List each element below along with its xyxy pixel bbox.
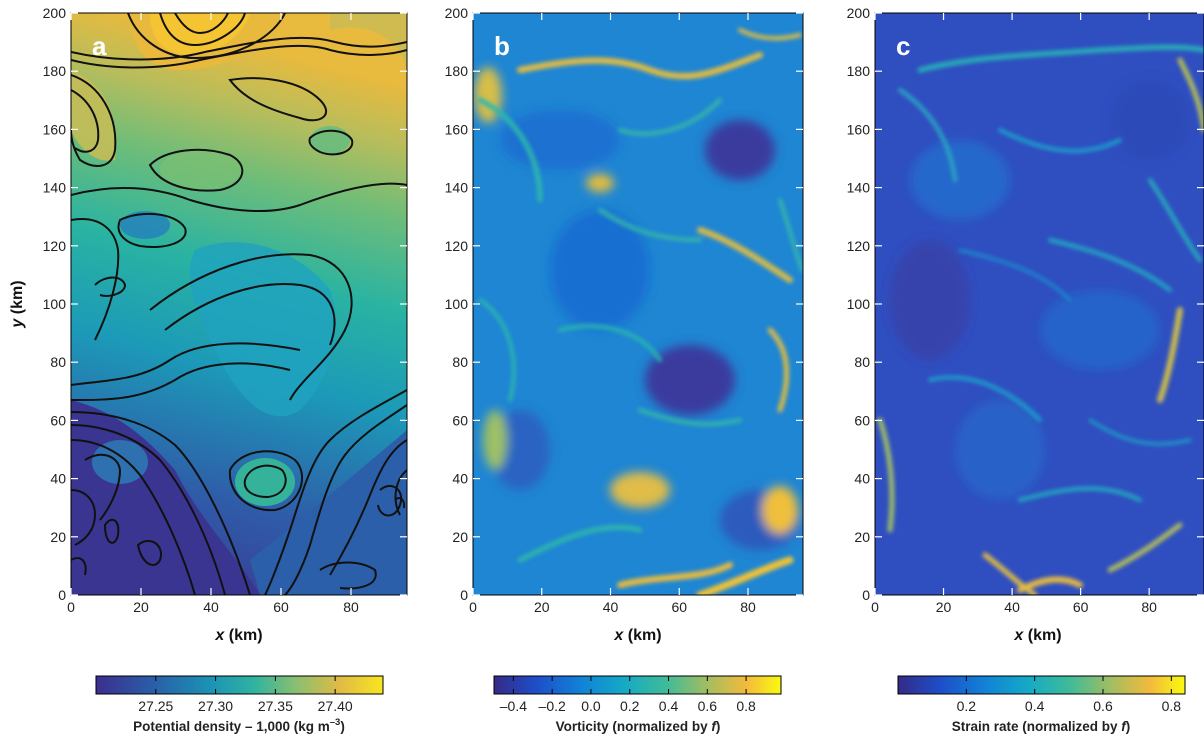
colorbar-c-bar	[897, 675, 1186, 695]
panel-c-ytick-label: 100	[847, 296, 871, 312]
panel-b-letter: b	[494, 31, 510, 61]
colorbar-b-tick-label: 0.4	[659, 698, 679, 714]
panel-a-letter: a	[92, 31, 107, 61]
panel-b-xtick-label: 40	[603, 599, 619, 615]
colorbar-b-tick-label: 0.8	[736, 698, 756, 714]
panel-a-xtick-label: 40	[203, 599, 219, 615]
panel-a-xlabel: x (km)	[214, 627, 262, 644]
colorbar-c-ticks: 0.2 0.4 0.6 0.8	[957, 676, 1182, 714]
colorbar-c-tick-label: 0.8	[1162, 698, 1182, 714]
panel-a-field: a	[71, 13, 407, 595]
colorbar-b: –0.4 –0.2 0.0 0.2 0.4 0.6 0.8 Vorticity (norma…	[493, 675, 782, 734]
colorbar-a-tick-label: 27.40	[318, 698, 353, 714]
panel-a-xtick-label: 20	[133, 599, 149, 615]
colorbar-a-label: Potential density – 1,000 (kg m–3)	[133, 717, 345, 734]
panel-a-ytick-label: 180	[43, 63, 67, 79]
panel-c-field: c	[875, 13, 1204, 595]
panel-c-axes: 0 20 40 60 80 0 20 40 60 80 100 120 140 160 180 200	[847, 5, 1204, 615]
panel-a-xtick-label: 60	[273, 599, 289, 615]
colorbar-c-label: Strain rate (normalized by f)	[952, 719, 1131, 734]
panel-a: a 0 20 40 60 80 0 20 40 60 80 100 120 140 160 180 200 x…	[9, 5, 408, 644]
panel-b-ytick-label: 0	[460, 587, 468, 603]
colorbar-b-label: Vorticity (normalized by f)	[556, 719, 721, 734]
panel-b-ytick-label: 200	[445, 5, 469, 21]
panel-c-xtick-label: 60	[1073, 599, 1089, 615]
colorbar-a-tick-label: 27.30	[198, 698, 233, 714]
colorbar-b-tick-label: –0.4	[500, 698, 527, 714]
panel-b-ytick-label: 180	[445, 63, 469, 79]
panel-c: c 0 20 40 60 80 0 20 40 60 80 100 120 140 160 180 200 x…	[847, 5, 1204, 644]
panel-b-xlabel: x (km)	[613, 627, 661, 644]
panel-a-ytick-label: 140	[43, 180, 67, 196]
panel-a-axes: 0 20 40 60 80 0 20 40 60 80 100 120 140 160 180 200	[43, 5, 407, 615]
panel-b-axes: 0 20 40 60 80 0 20 40 60 80 100 120 140 160 180 200	[445, 5, 803, 615]
panel-a-ytick-label: 60	[50, 412, 66, 428]
panel-c-ytick-label: 80	[854, 354, 870, 370]
panel-a-ytick-label: 40	[50, 471, 66, 487]
panel-b-xtick-label: 20	[534, 599, 550, 615]
colorbar-b-tick-label: 0.2	[620, 698, 640, 714]
panel-b-ytick-label: 100	[445, 296, 469, 312]
panel-c-ytick-label: 120	[847, 238, 871, 254]
colorbar-c: 0.2 0.4 0.6 0.8 Strain rate (normalized by …	[897, 675, 1186, 734]
colorbar-b-tick-label: 0.6	[698, 698, 718, 714]
colorbar-c-tick-label: 0.4	[1025, 698, 1045, 714]
panel-c-letter: c	[896, 31, 910, 61]
panel-a-ytick-label: 100	[43, 296, 67, 312]
colorbar-b-tick-label: –0.2	[539, 698, 566, 714]
panel-c-ytick-label: 160	[847, 121, 871, 137]
panel-b-ytick-label: 20	[452, 529, 468, 545]
colorbar-a-ticks: 27.25 27.30 27.35 27.40	[138, 676, 353, 714]
panel-c-ytick-label: 40	[854, 471, 870, 487]
colorbar-a: 27.25 27.30 27.35 27.40 Potential density –…	[95, 675, 384, 734]
panel-b-ytick-label: 140	[445, 180, 469, 196]
colorbar-c-tick-label: 0.2	[957, 698, 977, 714]
panel-b-xtick-label: 60	[671, 599, 687, 615]
panel-b-field: b	[473, 13, 803, 595]
panel-a-xtick-label: 0	[67, 599, 75, 615]
panel-b-ytick-label: 80	[452, 354, 468, 370]
panel-c-ytick-label: 200	[847, 5, 871, 21]
panel-a-ytick-label: 160	[43, 121, 67, 137]
panel-b-xtick-label: 0	[469, 599, 477, 615]
colorbar-b-ticks: –0.4 –0.2 0.0 0.2 0.4 0.6 0.8	[500, 676, 756, 714]
panel-a-ytick-label: 200	[43, 5, 67, 21]
panel-a-ytick-label: 120	[43, 238, 67, 254]
panel-a-ytick-label: 20	[50, 529, 66, 545]
panel-a-ylabel: y (km)	[9, 280, 26, 328]
colorbar-b-bar	[493, 675, 782, 695]
panel-c-ytick-label: 0	[862, 587, 870, 603]
panel-b-ytick-label: 120	[445, 238, 469, 254]
colorbar-a-tick-label: 27.25	[138, 698, 173, 714]
panel-b: b 0 20 40 60 80 0 20 40 60 80 100 120 140 160 180 200 x…	[445, 5, 804, 644]
panel-a-ytick-label: 0	[58, 587, 66, 603]
colorbar-b-tick-label: 0.0	[581, 698, 601, 714]
panel-b-xtick-label: 80	[740, 599, 756, 615]
panel-c-xtick-label: 40	[1004, 599, 1020, 615]
colorbar-c-tick-label: 0.6	[1093, 698, 1113, 714]
colorbar-a-tick-label: 27.35	[258, 698, 293, 714]
panel-c-xtick-label: 20	[936, 599, 952, 615]
panel-a-xtick-label: 80	[343, 599, 359, 615]
panel-c-xtick-label: 80	[1141, 599, 1157, 615]
panel-c-ytick-label: 180	[847, 63, 871, 79]
panel-b-ytick-label: 60	[452, 412, 468, 428]
panel-b-ytick-label: 160	[445, 121, 469, 137]
panel-c-xlabel: x (km)	[1013, 627, 1061, 644]
panel-a-ytick-label: 80	[50, 354, 66, 370]
panel-c-ytick-label: 20	[854, 529, 870, 545]
panel-c-xtick-label: 0	[871, 599, 879, 615]
panel-b-ytick-label: 40	[452, 471, 468, 487]
colorbar-a-bar	[95, 675, 384, 695]
panel-c-ytick-label: 60	[854, 412, 870, 428]
panel-c-ytick-label: 140	[847, 180, 871, 196]
